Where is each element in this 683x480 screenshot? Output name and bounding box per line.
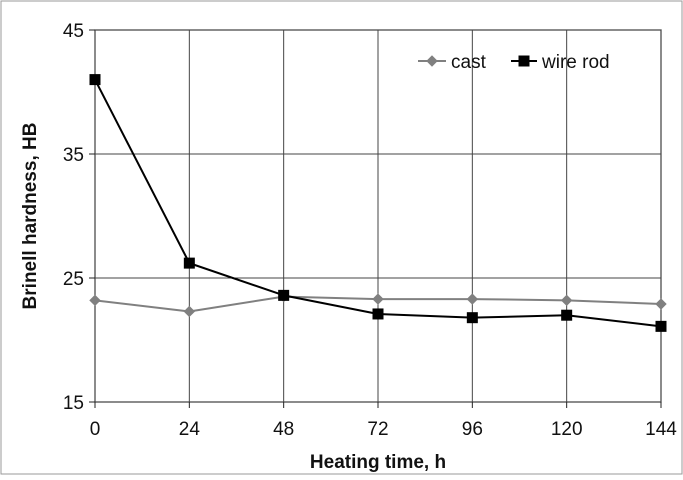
series-cast xyxy=(89,290,667,318)
cast-data-point xyxy=(466,293,479,305)
cast-data-point xyxy=(560,294,573,307)
y-tick-label: 15 xyxy=(63,393,84,414)
y-tick-label: 45 xyxy=(63,21,84,42)
wire-rod-data-point xyxy=(466,312,478,324)
series-layer xyxy=(89,74,667,332)
x-tick-label: 144 xyxy=(645,419,677,440)
wire-rod-data-point xyxy=(372,308,384,320)
y-tick-label: 25 xyxy=(63,269,84,290)
cast-data-point xyxy=(655,298,667,310)
wire-rod-data-point xyxy=(278,289,290,301)
x-tick-label: 0 xyxy=(90,419,101,440)
series-wire-rod xyxy=(89,74,667,332)
x-tick-label: 72 xyxy=(367,419,388,440)
x-tick-label: 120 xyxy=(551,419,583,440)
legend-marker xyxy=(426,55,438,67)
legend-label: wire rod xyxy=(541,52,610,73)
x-tick-label: 96 xyxy=(462,419,483,440)
y-tick-label: 35 xyxy=(63,145,84,166)
legend-item: wire rod xyxy=(511,52,610,73)
wire-rod-data-point xyxy=(561,309,573,321)
cast-data-point xyxy=(89,294,101,307)
legend: cast wire rod xyxy=(418,52,610,73)
cast-data-point xyxy=(372,293,384,305)
legend-label: cast xyxy=(451,52,487,73)
x-tick-label: 24 xyxy=(179,419,201,440)
x-axis-title: Heating time, h xyxy=(310,452,446,473)
x-tick-label: 48 xyxy=(273,419,294,440)
legend-item: cast xyxy=(418,52,487,73)
wire-rod-data-point xyxy=(183,257,195,269)
axis-layer: 0 24 48 72 96 120 144 15 25 35 45 xyxy=(63,21,677,440)
legend-marker xyxy=(518,55,530,67)
y-axis-title: Brinell hardness, HB xyxy=(20,123,41,310)
wire-rod-data-point xyxy=(655,320,667,332)
wire-rod-data-point xyxy=(89,74,101,86)
cast-data-point xyxy=(183,305,196,318)
